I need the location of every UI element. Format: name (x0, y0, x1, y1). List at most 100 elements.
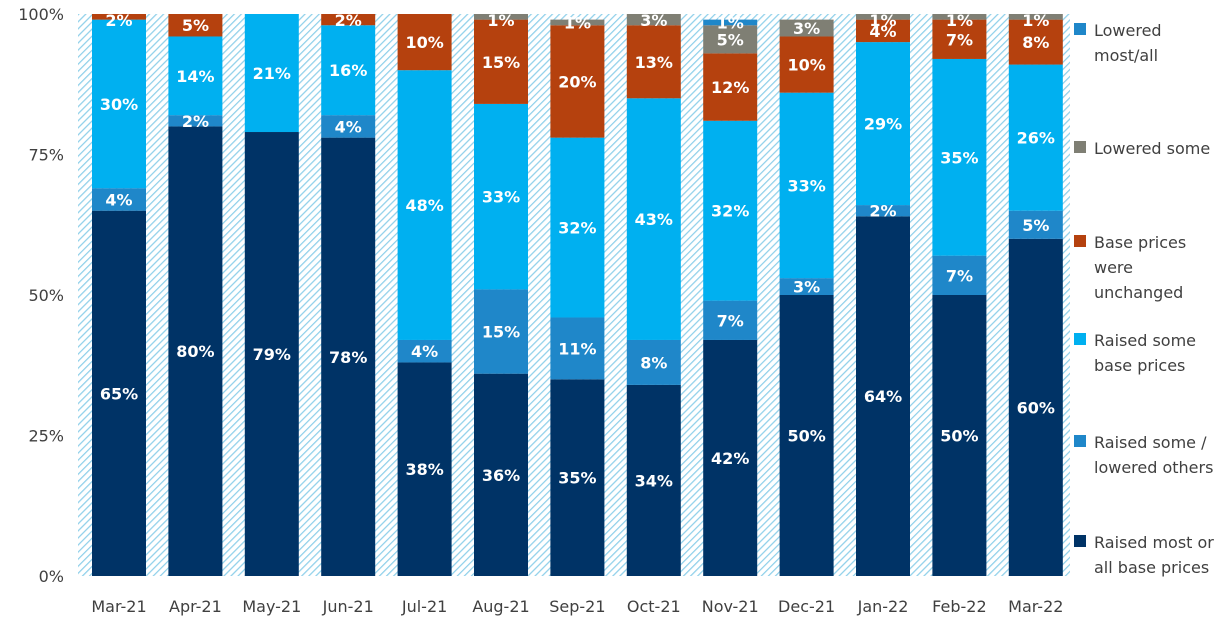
data-label: 4% (335, 117, 362, 136)
data-label: 64% (864, 387, 902, 406)
bar-segment (779, 36, 834, 93)
data-label: 1% (1022, 11, 1049, 30)
data-label: 16% (329, 61, 367, 80)
data-label: 42% (711, 449, 749, 468)
bar-segment (244, 14, 299, 133)
legend-label: Lowered some (1094, 139, 1211, 158)
bar-segment (321, 14, 376, 26)
stacked-bar-chart: 65% 4% 30% 2% 80% 2% 14% 5% 79% 21% 78% 4% 16% 2% 38% 4… (18, 5, 1070, 616)
data-label: 12% (711, 78, 749, 97)
bar-segment (168, 126, 223, 577)
bar-segment (92, 14, 146, 20)
data-label: 15% (482, 53, 520, 72)
bar-segment (779, 295, 834, 576)
bar-segment (321, 25, 376, 116)
bar-segment (626, 98, 681, 340)
data-label: 5% (717, 30, 744, 49)
legend-swatch (1074, 141, 1086, 153)
bar-segment (626, 384, 681, 576)
bar-segment (703, 25, 758, 54)
data-label: 36% (482, 466, 520, 485)
data-label: 7% (717, 311, 744, 330)
bar-segment (779, 19, 834, 37)
bar-segment (779, 278, 834, 295)
data-label: 7% (946, 30, 973, 49)
data-label: 79% (253, 345, 291, 364)
data-label: 2% (869, 202, 896, 221)
data-label: 78% (329, 348, 367, 367)
bar-segment (856, 216, 910, 576)
bar-segment (397, 14, 452, 71)
bar-segment (168, 14, 223, 37)
data-label: 3% (793, 278, 820, 297)
y-tick-label: 75% (28, 146, 64, 165)
x-tick-label: Sep-21 (549, 597, 605, 616)
data-label: 2% (335, 11, 362, 30)
x-tick-label: Apr-21 (169, 597, 222, 616)
bar-segment (703, 19, 758, 26)
bar-segment (168, 36, 223, 116)
x-tick-label: Aug-21 (472, 597, 529, 616)
data-label: 4% (411, 342, 438, 361)
data-label: 32% (711, 202, 749, 221)
bar-segment (932, 58, 987, 256)
legend-swatch (1074, 535, 1086, 547)
bar-segment (1008, 210, 1063, 239)
data-label: 29% (864, 115, 902, 134)
bar-segment (474, 373, 528, 576)
x-tick-label: Dec-21 (778, 597, 835, 616)
bar-segment (1008, 19, 1063, 65)
bar-segment (932, 19, 987, 59)
data-label: 3% (793, 19, 820, 38)
bars-group (92, 14, 1063, 577)
bar-segment (397, 339, 452, 363)
bar-segment (1008, 14, 1063, 20)
y-tick-label: 0% (39, 567, 64, 586)
bar-segment (856, 14, 910, 20)
bar-segment (856, 42, 910, 206)
bar-segment (321, 115, 376, 138)
bar-segment (626, 339, 681, 385)
legend-swatch (1074, 23, 1086, 35)
bar-segment (703, 300, 758, 340)
legend-label: Lowered most/all (1094, 21, 1162, 65)
bar-segment (1008, 64, 1063, 211)
legend-swatch (1074, 435, 1086, 447)
bar-segment (550, 25, 605, 138)
bar-segment (168, 115, 223, 127)
data-label: 7% (946, 266, 973, 285)
data-label: 80% (176, 342, 214, 361)
data-label: 14% (176, 67, 214, 86)
data-label: 8% (640, 353, 667, 372)
data-label: 5% (1022, 216, 1049, 235)
data-label: 1% (946, 11, 973, 30)
x-tick-label: Jun-21 (322, 597, 374, 616)
legend-swatch (1074, 235, 1086, 247)
data-label: 65% (100, 384, 138, 403)
x-tick-label: Mar-22 (1008, 597, 1063, 616)
data-label: 30% (100, 95, 138, 114)
bar-segment (703, 53, 758, 121)
bar-segment (550, 137, 605, 318)
bar-segment (550, 317, 605, 380)
data-label: 34% (635, 471, 673, 490)
x-tick-label: Feb-22 (932, 597, 986, 616)
data-label: 4% (105, 190, 132, 209)
data-label: 1% (487, 11, 514, 30)
bar-segment (321, 137, 376, 576)
bar-segment (474, 19, 528, 104)
x-tick-label: Jan-22 (857, 597, 909, 616)
bar-segment (92, 210, 146, 576)
data-label: 4% (869, 22, 896, 41)
bar-segment (244, 132, 299, 576)
x-tick-label: Mar-21 (91, 597, 146, 616)
legend-label: Base prices were unchanged (1094, 233, 1187, 302)
y-tick-label: 100% (18, 5, 64, 24)
bar-segment (932, 255, 987, 295)
data-label: 10% (787, 56, 825, 75)
data-label: 13% (635, 53, 673, 72)
x-tick-label: Jul-21 (401, 597, 447, 616)
y-tick-label: 25% (28, 427, 64, 446)
data-label: 43% (635, 210, 673, 229)
data-label: 60% (1017, 398, 1055, 417)
